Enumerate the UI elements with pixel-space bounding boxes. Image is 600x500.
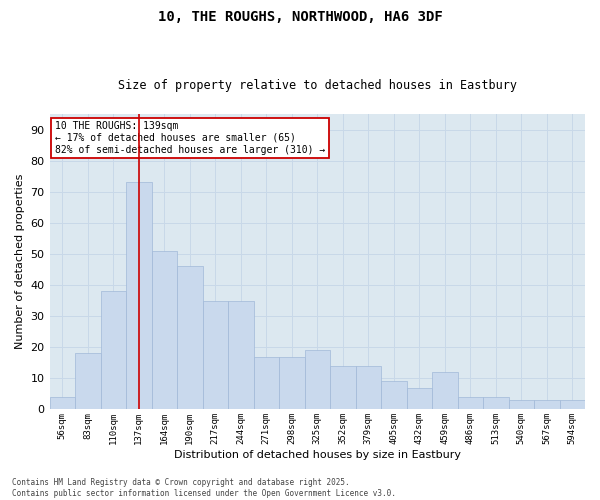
Bar [330,366,356,410]
Bar [254,356,279,410]
Bar [356,366,381,410]
Bar [534,400,560,409]
Bar [560,400,585,409]
Text: 10 THE ROUGHS: 139sqm
← 17% of detached houses are smaller (65)
82% of semi-deta: 10 THE ROUGHS: 139sqm ← 17% of detached … [55,122,325,154]
Bar [126,182,152,410]
Bar [152,251,177,410]
Bar [509,400,534,409]
Bar [458,397,483,409]
Bar [228,300,254,410]
X-axis label: Distribution of detached houses by size in Eastbury: Distribution of detached houses by size … [174,450,461,460]
Bar [407,388,432,409]
Text: 10, THE ROUGHS, NORTHWOOD, HA6 3DF: 10, THE ROUGHS, NORTHWOOD, HA6 3DF [158,10,442,24]
Text: Contains HM Land Registry data © Crown copyright and database right 2025.
Contai: Contains HM Land Registry data © Crown c… [12,478,396,498]
Y-axis label: Number of detached properties: Number of detached properties [15,174,25,350]
Bar [483,397,509,409]
Bar [75,354,101,410]
Bar [432,372,458,410]
Bar [50,397,75,409]
Bar [381,382,407,409]
Bar [305,350,330,410]
Bar [203,300,228,410]
Bar [279,356,305,410]
Title: Size of property relative to detached houses in Eastbury: Size of property relative to detached ho… [118,79,517,92]
Bar [101,291,126,410]
Bar [177,266,203,410]
